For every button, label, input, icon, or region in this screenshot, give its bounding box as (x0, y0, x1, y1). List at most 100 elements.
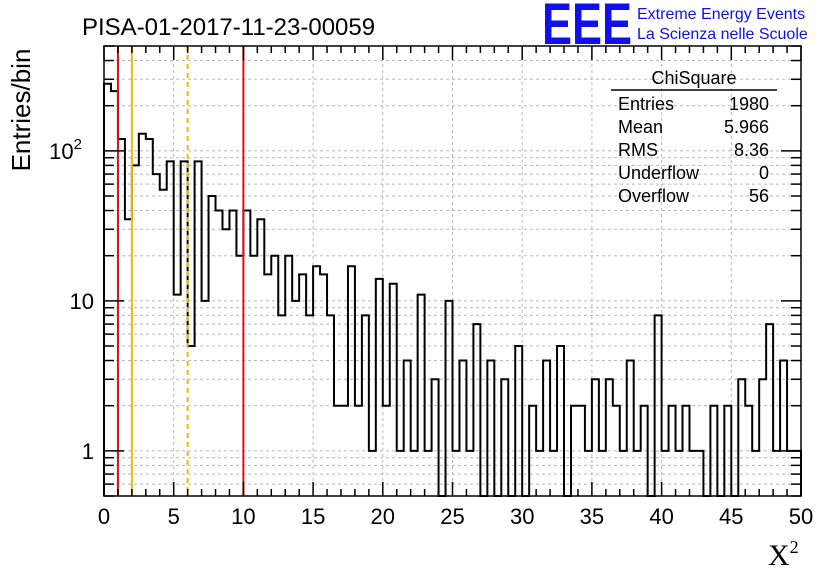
histogram-bin (536, 451, 543, 496)
histogram-bin (362, 315, 369, 496)
reference-lines (116, 46, 245, 496)
histogram-bin (627, 361, 634, 496)
histogram-bin (683, 406, 690, 496)
stats-box: ChiSquare Entries 1980 Mean 5.966 RMS 8.36 Und… (611, 68, 777, 206)
x-axis-title-base: X (768, 539, 790, 572)
histogram-bin (125, 219, 132, 496)
histogram-bin (348, 266, 355, 496)
histogram-bin (543, 361, 550, 496)
histogram-bin (432, 379, 439, 496)
histogram-bin (738, 379, 745, 496)
histogram-bin (571, 406, 578, 496)
x-tick-label: 10 (231, 504, 255, 529)
histogram-bin (397, 451, 404, 496)
histogram-bin (466, 451, 473, 496)
stats-row-label: Mean (618, 117, 663, 137)
histogram-bin (404, 361, 411, 496)
histogram-bin (195, 161, 202, 496)
x-axis-title-superscript: 2 (790, 537, 799, 557)
histogram-bin (613, 406, 620, 496)
x-tick-label: 25 (440, 504, 464, 529)
histogram-bin (446, 301, 453, 496)
x-tick-label: 5 (168, 504, 180, 529)
histogram-bin (327, 315, 334, 496)
histogram-bin (696, 451, 703, 496)
histogram-bin (341, 406, 348, 496)
x-tick-label: 30 (510, 504, 534, 529)
histogram-bin (599, 451, 606, 496)
x-tick-label: 45 (719, 504, 743, 529)
histogram-bin (278, 315, 285, 496)
histogram-bin (390, 284, 397, 496)
histogram-bin (689, 451, 696, 496)
histogram-bin (209, 196, 216, 496)
x-tick-label: 40 (649, 504, 673, 529)
histogram-bin (257, 219, 264, 496)
histogram-bin (411, 451, 418, 496)
histogram-bin (453, 451, 460, 496)
histogram-bin (153, 174, 160, 496)
histogram-bin (369, 451, 376, 496)
histogram-bin (216, 211, 223, 496)
histogram-bin (299, 274, 306, 496)
histogram-outline (103, 82, 802, 497)
histogram-bin (188, 346, 195, 496)
histogram-bin (550, 451, 557, 496)
histogram-bin (181, 161, 188, 496)
histogram-bin (515, 346, 522, 496)
histogram-bin (222, 229, 229, 496)
histogram-bin (662, 451, 669, 496)
y-axis-title: Entries/bin (6, 49, 36, 172)
histogram-bin (487, 361, 494, 496)
histogram-bin (202, 301, 209, 496)
x-tick-label: 15 (301, 504, 325, 529)
stats-box-rows: Entries 1980 Mean 5.966 RMS 8.36 Underflow 0 Ove… (618, 94, 769, 206)
histogram-bin (606, 379, 613, 496)
histogram-bin (139, 134, 146, 496)
stats-row-value: 8.36 (734, 140, 769, 160)
histogram-bin (250, 256, 257, 496)
logo-line-1: Extreme Energy Events (637, 6, 805, 23)
histogram-bin (313, 266, 320, 496)
histogram-bin (167, 161, 174, 496)
histogram-bin (585, 451, 592, 496)
histogram-bin (710, 406, 717, 496)
chart-title: PISA-01-2017-11-23-00059 (82, 14, 375, 41)
x-axis-title: X2 (768, 537, 799, 572)
histogram-bin (669, 406, 676, 496)
histogram-bin (243, 211, 250, 496)
histogram-bin (620, 451, 627, 496)
histogram-bin (425, 451, 432, 496)
y-tick-label: 102 (49, 136, 82, 164)
histogram-bin (383, 406, 390, 496)
x-tick-label: 35 (580, 504, 604, 529)
histogram-bin (592, 379, 599, 496)
histogram-bin (285, 256, 292, 496)
histogram-bin (459, 361, 466, 496)
histogram-bin (160, 190, 167, 496)
histogram-bin (655, 315, 662, 496)
stats-row-value: 5.966 (724, 117, 769, 137)
histogram-bin (773, 451, 780, 496)
histogram-bin (355, 406, 362, 496)
histogram-bin (766, 324, 773, 496)
histogram-bin (174, 295, 181, 496)
histogram-bin (780, 361, 787, 496)
stats-row-value: 1980 (729, 94, 769, 114)
histogram-bin (229, 211, 236, 496)
histogram-bin (676, 451, 683, 496)
stats-box-title: ChiSquare (651, 68, 736, 88)
histogram-bin (724, 406, 731, 496)
histogram-bin (292, 301, 299, 496)
histogram-bin (146, 139, 153, 496)
stats-row-value: 56 (749, 186, 769, 206)
histogram-bin (236, 256, 243, 496)
logo-letters: EEE (542, 0, 632, 57)
histogram-bin (752, 451, 759, 496)
tick-labels: 0 5 10 15 20 25 30 35 40 45 50 1 10 102 (49, 136, 813, 529)
histogram-bin (104, 84, 111, 496)
stats-row-label: Entries (618, 94, 674, 114)
axes-frame (103, 45, 802, 497)
logo-line-2: La Scienza nelle Scuole (637, 26, 808, 43)
